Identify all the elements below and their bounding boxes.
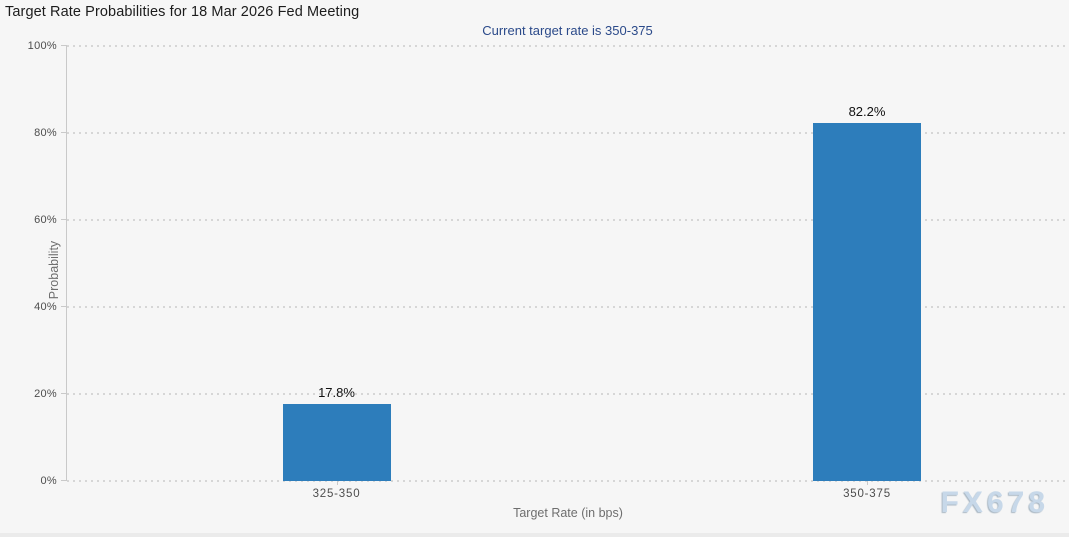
bar-325-350[interactable]	[282, 403, 391, 481]
fx678-watermark: FX678	[940, 486, 1049, 519]
bar-value-label: 82.2%	[848, 104, 886, 120]
chart-subtitle: Current target rate is 350-375	[482, 23, 653, 38]
y-tick-mark	[61, 306, 67, 307]
x-tick-label-325-350: 325-350	[312, 488, 361, 500]
bar-350-375[interactable]	[813, 123, 921, 481]
chart-title: Target Rate Probabilities for 18 Mar 202…	[5, 4, 360, 20]
y-tick-label: 100%	[27, 40, 57, 52]
y-axis-tick-labels: 0% 20% 40% 60% 80% 100%	[0, 40, 57, 487]
gridline-20%	[67, 393, 1069, 395]
y-tick-label: 20%	[34, 388, 57, 400]
gridline-40%	[67, 306, 1069, 308]
y-tick-label: 60%	[34, 214, 57, 226]
y-tick-label: 40%	[34, 301, 57, 313]
gridline-60%	[67, 219, 1069, 221]
y-tick-label: 0%	[40, 475, 57, 487]
y-axis-title: Probability	[47, 240, 62, 300]
gridline-80%	[67, 132, 1069, 134]
x-axis-title: Target Rate (in bps)	[513, 506, 623, 520]
y-tick-label: 80%	[34, 127, 57, 139]
bar-value-label: 17.8%	[318, 384, 355, 400]
x-tick-mark	[867, 481, 868, 485]
x-tick-mark	[336, 481, 338, 485]
y-tick-mark	[61, 132, 67, 133]
bottom-edge-strip	[0, 533, 1069, 537]
y-tick-mark	[61, 219, 67, 220]
gridline-100%	[67, 45, 1069, 47]
gridline-0%	[67, 480, 1069, 482]
x-tick-label-350-375: 350-375	[843, 488, 891, 500]
plot-area: Probability Target Rate (in bps) 17.8% 32…	[47, 45, 1069, 520]
y-tick-mark	[61, 45, 67, 46]
y-tick-mark	[61, 480, 67, 481]
y-tick-mark	[61, 393, 67, 394]
